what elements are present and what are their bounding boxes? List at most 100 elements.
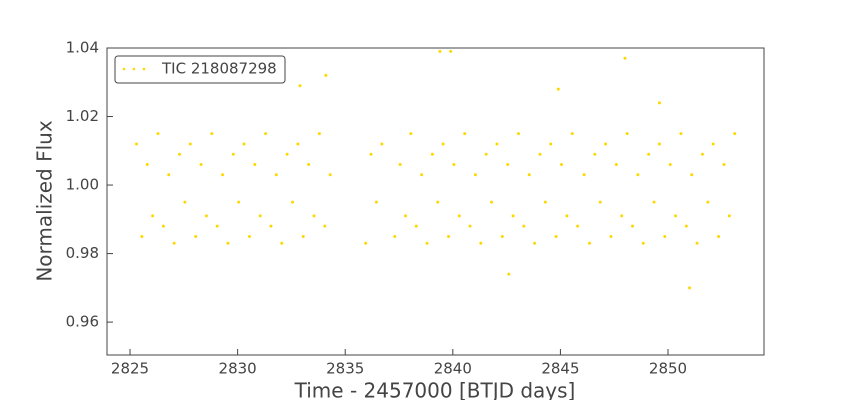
point	[636, 173, 640, 177]
series	[134, 49, 737, 290]
y-axis-label: Normalized Flux	[33, 120, 57, 282]
y-tick-label: 0.96	[66, 313, 99, 331]
point	[280, 241, 284, 245]
point	[565, 214, 569, 218]
point	[663, 234, 667, 238]
point	[269, 224, 273, 228]
point	[554, 234, 558, 238]
point	[593, 152, 597, 156]
y-tick-label: 1.04	[66, 39, 99, 57]
point	[449, 49, 453, 53]
point	[727, 214, 731, 218]
point	[242, 142, 246, 146]
point	[420, 173, 424, 177]
point	[438, 49, 442, 53]
point	[641, 241, 645, 245]
point	[221, 173, 225, 177]
point	[441, 142, 445, 146]
point	[690, 173, 694, 177]
point	[317, 132, 321, 136]
y-tick-label: 1.02	[66, 107, 99, 125]
point	[527, 173, 531, 177]
point	[253, 162, 257, 166]
point	[511, 214, 515, 218]
point	[324, 73, 328, 77]
point	[657, 142, 661, 146]
point	[556, 87, 560, 91]
point	[296, 142, 300, 146]
point	[380, 142, 384, 146]
point	[570, 132, 574, 136]
legend: TIC 218087298	[114, 55, 286, 84]
point	[733, 132, 737, 136]
point	[722, 162, 726, 166]
point	[484, 152, 488, 156]
x-tick-label: 2850	[649, 360, 687, 378]
point	[364, 241, 368, 245]
point	[140, 234, 144, 238]
point	[688, 286, 692, 290]
point	[374, 200, 378, 204]
legend-box	[114, 55, 286, 84]
point	[609, 234, 613, 238]
point	[210, 132, 214, 136]
point	[631, 224, 635, 228]
point	[695, 241, 699, 245]
point	[188, 142, 192, 146]
point	[172, 241, 176, 245]
point	[161, 224, 165, 228]
point	[625, 132, 629, 136]
point	[614, 162, 618, 166]
y-tick-label: 0.98	[66, 244, 99, 262]
point	[414, 224, 418, 228]
point	[652, 200, 656, 204]
point	[549, 142, 553, 146]
x-tick-label: 2845	[541, 360, 579, 378]
point	[156, 132, 160, 136]
point	[516, 132, 520, 136]
point	[298, 84, 302, 88]
point	[538, 152, 542, 156]
point	[457, 214, 461, 218]
point	[301, 234, 305, 238]
point	[507, 272, 511, 276]
point	[452, 162, 456, 166]
point	[430, 152, 434, 156]
point	[183, 200, 187, 204]
point	[258, 214, 262, 218]
point	[533, 241, 537, 245]
point	[393, 234, 397, 238]
point	[247, 234, 251, 238]
point	[674, 214, 678, 218]
point	[623, 56, 627, 60]
plot-frame	[106, 47, 765, 356]
point	[706, 200, 710, 204]
y-tick-label: 1.00	[66, 176, 99, 194]
x-axis-label: Time - 2457000 [BTJD days]	[294, 379, 576, 400]
point	[684, 224, 688, 228]
point	[436, 200, 440, 204]
point	[463, 132, 467, 136]
point	[657, 101, 661, 105]
point	[717, 234, 721, 238]
legend-marker	[122, 67, 126, 71]
point	[679, 132, 683, 136]
point	[473, 173, 477, 177]
point	[495, 142, 499, 146]
point	[559, 162, 563, 166]
point	[291, 200, 295, 204]
point	[647, 152, 651, 156]
point	[711, 142, 715, 146]
point	[285, 152, 289, 156]
point	[522, 224, 526, 228]
point	[403, 214, 407, 218]
x-tick-label: 2840	[434, 360, 472, 378]
point	[587, 241, 591, 245]
x-tick-label: 2825	[111, 360, 149, 378]
point	[620, 214, 624, 218]
point	[194, 234, 198, 238]
point	[479, 241, 483, 245]
legend-marker	[132, 67, 136, 71]
point	[178, 152, 182, 156]
point	[274, 173, 278, 177]
